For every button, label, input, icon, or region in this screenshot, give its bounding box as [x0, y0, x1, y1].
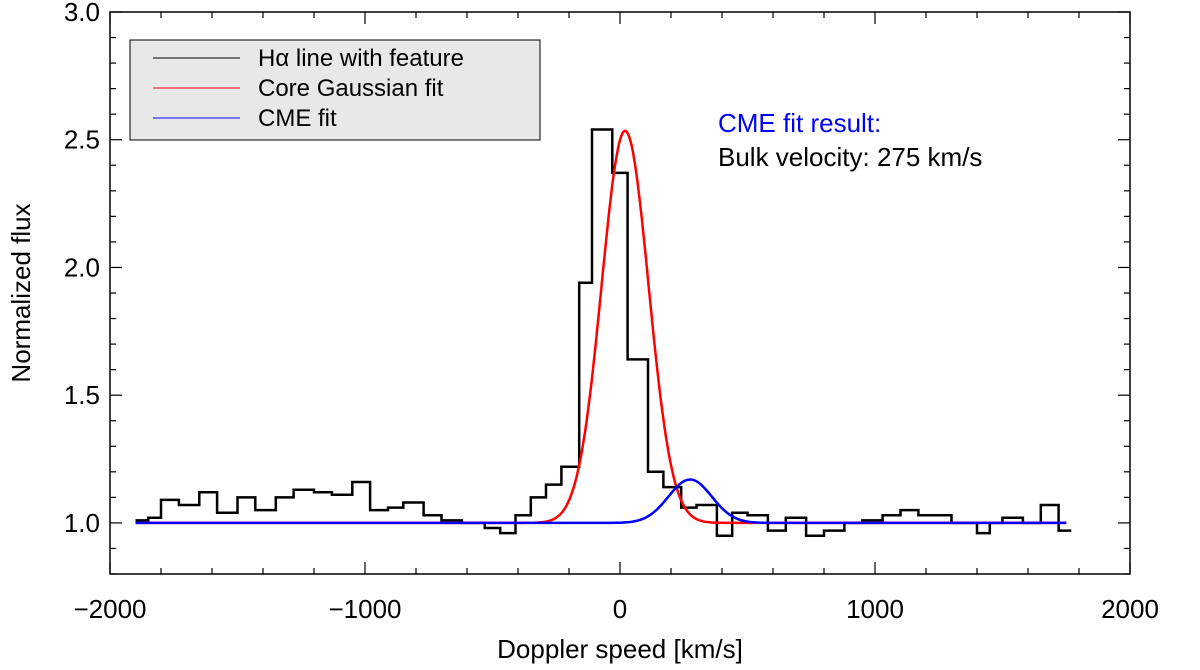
- series-halpha-histogram: [135, 128, 1072, 537]
- y-tick-labels: 1.0 1.5 2.0 2.5 3.0: [64, 0, 100, 538]
- y-tick-label: 2.5: [64, 125, 100, 155]
- series-core-gaussian-fit: [135, 129, 1067, 525]
- x-tick-label: 2000: [1101, 594, 1159, 624]
- series-cme-fit: [135, 478, 1067, 525]
- legend: Hα line with feature Core Gaussian fit C…: [129, 39, 541, 141]
- legend-label-core-gaussian: Core Gaussian fit: [258, 75, 444, 102]
- bulk-velocity-text: Bulk velocity: 275 km/s: [718, 142, 982, 172]
- y-axis-label: Normalized flux: [6, 203, 36, 382]
- legend-box: [129, 39, 541, 141]
- y-tick-label: 2.0: [64, 252, 100, 282]
- legend-label-cme-fit: CME fit: [258, 105, 337, 132]
- legend-label-halpha: Hα line with feature: [258, 45, 464, 72]
- y-tick-label: 1.0: [64, 508, 100, 538]
- plot-curves: [135, 128, 1072, 537]
- cme-result-heading: CME fit result:: [718, 108, 881, 138]
- x-tick-label: 0: [613, 594, 627, 624]
- y-tick-label: 3.0: [64, 0, 100, 27]
- x-tick-label: −1000: [328, 594, 401, 624]
- x-tick-label: 1000: [846, 594, 904, 624]
- axis-ticks: [109, 11, 1131, 575]
- y-tick-label: 1.5: [64, 380, 100, 410]
- x-tick-labels: −2000 −1000 0 1000 2000: [73, 594, 1158, 624]
- x-axis-label: Doppler speed [km/s]: [497, 634, 743, 664]
- x-tick-label: −2000: [73, 594, 146, 624]
